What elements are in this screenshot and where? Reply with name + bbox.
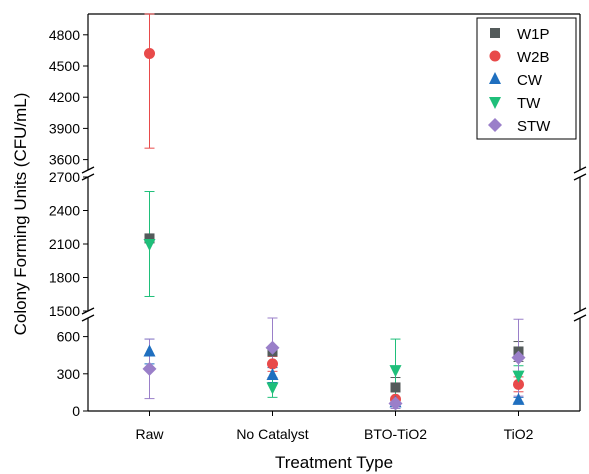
marker-triangle-up <box>266 368 279 381</box>
marker-triangle-down <box>389 365 402 378</box>
break-mark <box>573 314 587 322</box>
break-mark <box>573 307 587 315</box>
marker-triangle-down <box>512 370 525 383</box>
break-mark <box>81 314 95 322</box>
legend-label-cw: CW <box>517 72 543 89</box>
marker-diamond <box>511 350 526 365</box>
marker-square <box>490 28 500 38</box>
marker-diamond <box>142 361 157 376</box>
y-tick-label: 3600 <box>49 152 80 168</box>
marker-triangle-up <box>489 72 501 84</box>
legend-label-tw: TW <box>517 95 541 112</box>
y-tick-label: 2400 <box>49 203 80 219</box>
marker-circle <box>267 358 278 370</box>
data-markers <box>142 48 526 411</box>
y-tick-label: 2100 <box>49 236 80 252</box>
x-axis-ticks: Raw No Catalyst BTO-TiO2 TiO2 <box>135 411 534 442</box>
marker-diamond <box>388 396 403 411</box>
break-mark <box>573 166 587 174</box>
marker-circle <box>513 378 524 390</box>
marker-diamond <box>488 118 502 132</box>
legend: W1P W2B CW TW STW <box>476 17 577 140</box>
marker-square <box>144 233 155 244</box>
y-tick-label: 600 <box>57 329 81 345</box>
y-tick-label: 300 <box>57 366 81 382</box>
marker-circle <box>144 48 155 60</box>
y-tick-label: 0 <box>72 403 80 419</box>
x-axis-label: Treatment Type <box>275 453 393 472</box>
plot-frame <box>87 13 581 412</box>
legend-label-w1p: W1P <box>517 26 550 43</box>
marker-diamond <box>265 340 280 355</box>
x-tick-label: TiO2 <box>504 426 534 442</box>
y-tick-label: 4200 <box>49 89 80 105</box>
marker-triangle-down <box>489 97 501 109</box>
y-axis-label: Colony Forming Units (CFU/mL) <box>11 93 30 336</box>
x-tick-label: BTO-TiO2 <box>364 426 427 442</box>
marker-triangle-up <box>143 344 156 357</box>
break-mark <box>81 173 95 181</box>
break-mark <box>573 173 587 181</box>
legend-label-w2b: W2B <box>517 49 550 66</box>
x-tick-label: No Catalyst <box>236 426 308 442</box>
break-mark <box>81 307 95 315</box>
marker-triangle-up <box>512 392 525 405</box>
x-tick-label: Raw <box>135 426 164 442</box>
y-tick-label: 4500 <box>49 58 80 74</box>
y-tick-label: 4800 <box>49 27 80 43</box>
legend-label-stw: STW <box>517 118 551 135</box>
y-tick-label: 2700 <box>49 169 80 185</box>
y-tick-label: 3900 <box>49 120 80 136</box>
break-mark <box>81 166 95 174</box>
marker-circle <box>489 50 501 62</box>
y-tick-label: 1800 <box>49 270 80 286</box>
y-tick-label: 1500 <box>49 303 80 319</box>
marker-triangle-down <box>143 239 156 251</box>
marker-square <box>390 382 401 393</box>
marker-triangle-down <box>266 382 279 395</box>
axis-break-marks <box>81 166 587 322</box>
error-bars <box>144 13 524 410</box>
